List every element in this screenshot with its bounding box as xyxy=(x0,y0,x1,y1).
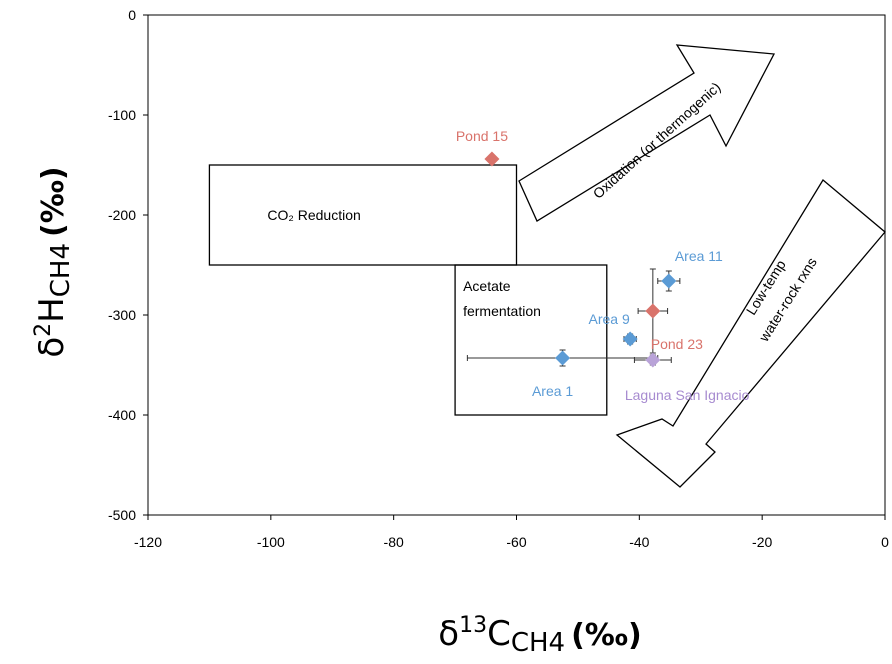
x-label-sup: 13 xyxy=(459,613,487,638)
data-point-marker xyxy=(661,273,677,289)
data-point-label: Area 9 xyxy=(588,311,629,327)
y-tick-label: -300 xyxy=(108,307,136,323)
x-axis-ticks: -120 -100 -80 -60 -40 -20 0 xyxy=(134,515,889,550)
data-point-label: Area 1 xyxy=(532,383,573,399)
x-label-base: δ xyxy=(438,614,459,654)
y-label-base: δ xyxy=(32,337,72,358)
regions: CO₂ Reduction Acetate fermentation xyxy=(208,164,608,416)
x-tick-label: -100 xyxy=(257,534,285,550)
oxidation-arrow-shape xyxy=(518,44,776,222)
data-point-label: Pond 15 xyxy=(456,128,508,144)
data-point-group: Area 9 xyxy=(588,311,638,347)
data-point-marker xyxy=(645,352,661,368)
region-box xyxy=(208,164,518,266)
low-temp-arrow-shape xyxy=(615,179,886,488)
x-tick-label: -20 xyxy=(752,534,772,550)
data-point-marker xyxy=(645,303,661,319)
data-point-group: Pond 15 xyxy=(456,128,508,167)
y-tick-label: 0 xyxy=(128,7,136,23)
y-tick-label: -100 xyxy=(108,107,136,123)
y-label-unit: (‰) xyxy=(36,166,71,237)
data-points: Pond 15 Area 11 Area 9 Pond 23 Area 1 Laguna … xyxy=(456,128,750,403)
y-label-sup: 2 xyxy=(31,323,56,337)
x-tick-label: -60 xyxy=(506,534,526,550)
y-label-main: H xyxy=(32,297,72,323)
y-label-sub: CH4 xyxy=(46,243,76,297)
x-tick-label: -80 xyxy=(384,534,404,550)
x-axis-label: δ13CCH4 (‰) xyxy=(438,613,641,658)
low-temp-arrow: Low-temp water-rock rxns xyxy=(615,179,886,488)
x-label-unit: (‰) xyxy=(571,618,642,653)
region-label-line: fermentation xyxy=(463,303,541,319)
y-axis-ticks: 0 -100 -200 -300 -400 -500 xyxy=(108,7,148,523)
x-tick-label: -120 xyxy=(134,534,162,550)
x-label-main: C xyxy=(487,614,511,654)
y-tick-label: -400 xyxy=(108,407,136,423)
data-point-marker xyxy=(484,151,500,167)
data-point-group: Area 1 xyxy=(466,349,659,399)
y-tick-label: -500 xyxy=(108,507,136,523)
region-label: CO₂ Reduction xyxy=(267,207,360,223)
x-tick-label: -40 xyxy=(629,534,649,550)
data-point-group: Pond 23 xyxy=(637,268,703,354)
region-label-line: Acetate xyxy=(463,278,511,294)
region-box xyxy=(454,264,608,416)
data-point-marker xyxy=(555,350,571,366)
data-point-label: Laguna San Ignacio xyxy=(625,387,750,403)
oxidation-arrow: Oxidation (or thermogenic) xyxy=(518,44,776,222)
x-tick-label: 0 xyxy=(881,534,889,550)
data-point-group: Laguna San Ignacio xyxy=(625,352,750,403)
data-point-label: Area 11 xyxy=(675,248,723,264)
data-point-label: Pond 23 xyxy=(651,336,703,352)
y-axis-label: δ2HCH4 (‰) xyxy=(31,166,76,357)
y-tick-label: -200 xyxy=(108,207,136,223)
data-point-marker xyxy=(622,331,638,347)
x-label-sub: CH4 xyxy=(511,628,565,658)
data-point-group: Area 11 xyxy=(657,248,723,292)
